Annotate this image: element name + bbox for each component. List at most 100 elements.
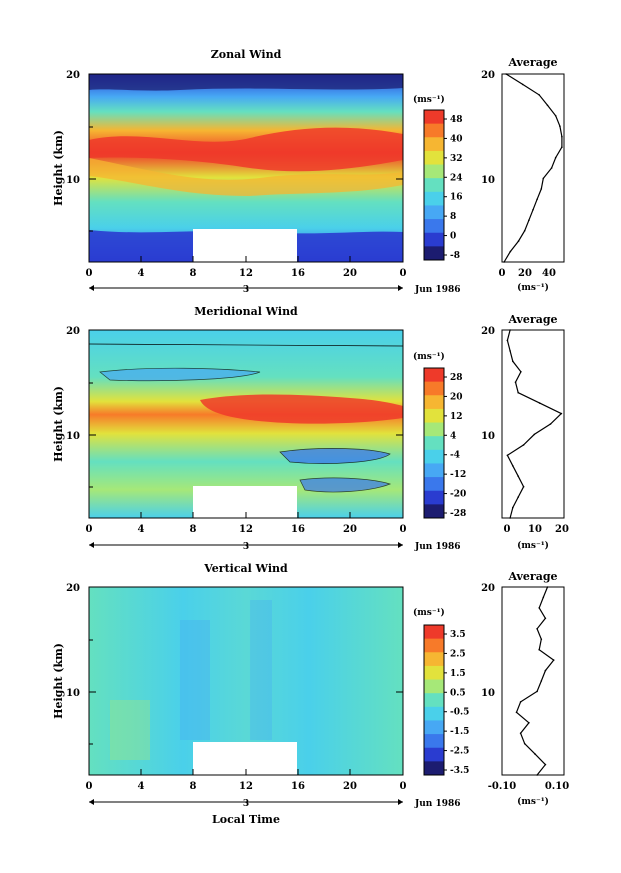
colorbar-label: 4 (450, 431, 456, 441)
colorbar-label: 48 (450, 115, 463, 125)
y-tick-label: 10 (66, 431, 80, 442)
average-frame (501, 586, 565, 776)
negative-region (99, 367, 261, 382)
average-profile-point (538, 94, 540, 96)
y-tick-label: 20 (66, 70, 80, 81)
colorbar-swatch (424, 436, 444, 451)
colorbar-swatch (424, 720, 444, 735)
average-profile-point (520, 371, 522, 373)
average-frame (501, 329, 565, 519)
colorbar-swatch (424, 652, 444, 667)
average-profile-point (523, 742, 526, 745)
average-x-tick-label: 10 (528, 524, 542, 535)
average-profile-point (549, 423, 552, 425)
day-axis-right-arrow (398, 285, 403, 291)
y-axis-label: Height (km) (52, 130, 65, 206)
average-profile-point (505, 73, 507, 75)
average-profile-point (542, 177, 545, 180)
x-ticks (88, 512, 404, 518)
average-profile-point (552, 659, 555, 661)
colorbar-swatch (424, 178, 444, 193)
average-profile-point (544, 617, 547, 620)
zero-contour (88, 343, 404, 347)
colorbar-swatch (424, 110, 444, 125)
colorbar-swatch (424, 368, 444, 383)
x-tick-label: 16 (291, 268, 305, 279)
average-profile-point (538, 648, 540, 651)
colorbar-swatch (424, 164, 444, 179)
x-ticks (88, 256, 404, 262)
jet-core (200, 394, 403, 424)
average-profile-point (509, 329, 511, 331)
colorbar-swatch (424, 693, 444, 708)
colorbar-swatch (424, 747, 444, 762)
x-tick-label: 12 (239, 524, 253, 535)
y-tick-label: 10 (66, 175, 80, 186)
average-profile-point (554, 115, 557, 117)
average-profile-point (534, 753, 536, 755)
average-profile-point (533, 433, 536, 436)
colorbar-label: -2.5 (450, 747, 469, 757)
jet-core (89, 127, 403, 172)
colorbar-label: -4 (450, 451, 460, 461)
average-profile-line (506, 329, 563, 519)
x-tick-label: 0 (400, 268, 407, 279)
average-profile-point (540, 188, 543, 190)
missing-data-block (193, 486, 297, 518)
panel-title: Vertical Wind (203, 562, 288, 575)
x-tick-label: 4 (138, 524, 145, 535)
colorbar-label: 40 (450, 134, 463, 144)
date-label: Jun 1986 (414, 542, 461, 552)
average-profile-point (550, 167, 553, 169)
y-ticks (89, 329, 403, 488)
x-tick-label: 0 (86, 268, 93, 279)
colorbar-swatch (424, 477, 444, 492)
average-profile-point (509, 517, 511, 519)
day-axis-left-arrow (89, 542, 94, 548)
x-tick-label: 16 (291, 524, 305, 535)
average-profile-point (561, 146, 563, 148)
average-profile-point (536, 198, 538, 201)
colorbar-swatch (424, 219, 444, 234)
colorbar-label: 1.5 (450, 669, 466, 679)
average-profile-point (512, 506, 514, 509)
top-blue (89, 74, 403, 91)
missing-data-block (193, 229, 297, 262)
date-label: Jun 1986 (414, 285, 461, 295)
colorbar-label: 0.5 (450, 688, 466, 698)
colorbar-label: -0.5 (450, 708, 469, 718)
x-tick-label: 0 (400, 781, 407, 792)
day-label: 3 (243, 285, 249, 295)
colorbar-frame (423, 109, 445, 261)
panel-meridional: Meridional Wind 20 10 Height (km) 0 4 8 … (52, 305, 569, 552)
average-profile-point (517, 475, 519, 478)
average-profile-point (528, 219, 530, 221)
panel-title: Zonal Wind (211, 48, 282, 61)
x-axis-label: Local Time (212, 813, 280, 826)
panel-vertical: Vertical Wind 20 10 Height (km) 0 4 8 12… (52, 562, 569, 826)
x-tick-label: 8 (190, 524, 197, 535)
colorbar: 48 40 32 24 16 8 0 -8 (423, 109, 463, 261)
colorbar-label: -1.5 (450, 727, 469, 737)
x-tick-label: 8 (190, 781, 197, 792)
colorbar-label: 2.5 (450, 649, 466, 659)
average-profile-point (546, 104, 549, 107)
y-tick-label: 20 (66, 326, 80, 337)
x-tick-label: 12 (239, 781, 253, 792)
average-profile-point (514, 381, 517, 384)
colorbar-swatch (424, 150, 444, 166)
unit-label: (ms⁻¹) (413, 94, 445, 105)
colorbar-swatch (424, 232, 444, 247)
x-tick-label: 20 (343, 268, 357, 279)
colorbar: 3.5 2.5 1.5 0.5 -0.5 -1.5 -2.5 -3.5 (423, 624, 469, 776)
average-profile-point (515, 711, 518, 714)
average-y-tick-label: 10 (481, 688, 495, 699)
colorbar-label: -20 (450, 490, 466, 500)
panel-title: Meridional Wind (194, 305, 298, 318)
average-profile-point (546, 586, 549, 588)
colorbar-swatch (424, 246, 444, 261)
negative-region (299, 477, 392, 493)
unit-label: (ms⁻¹) (413, 607, 445, 618)
average-profile-point (554, 156, 557, 159)
